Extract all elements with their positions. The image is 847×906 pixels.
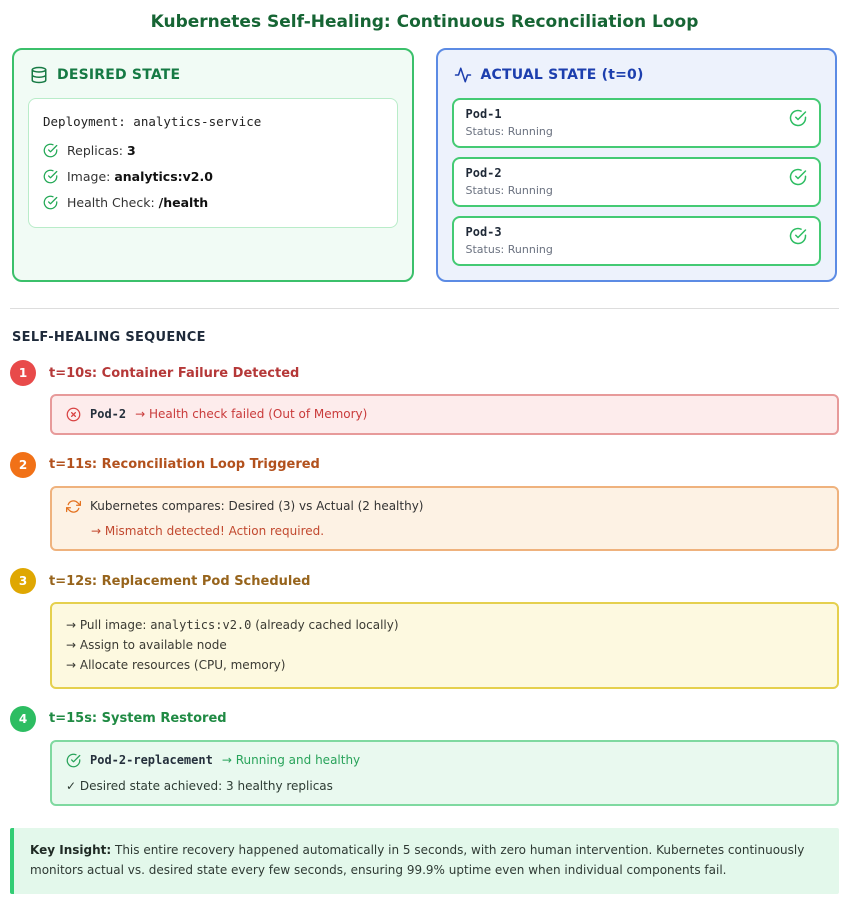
step-3-title: t=12s: Replacement Pod Scheduled [49,573,311,589]
pod-info: Pod-3 Status: Running [466,225,553,256]
step-2-badge: 2 [10,451,36,478]
restored-message: → Running and healthy [221,752,361,767]
step-4-badge: 4 [10,705,36,732]
check-circle-icon [66,753,81,768]
pod-card-3: Pod-3 Status: Running [451,216,821,266]
replacement-pod-name: Pod-2-replacement [90,752,213,767]
mismatch-message: → Mismatch detected! Action required. [91,523,325,538]
actual-state-panel: ACTUAL STATE (t=0) Pod-1 Status: Running… [435,48,837,282]
pod-status: Status: Running [465,184,553,197]
step-3-head: 3 t=12s: Replacement Pod Scheduled [10,568,839,595]
key-insight-label: Key Insight: [30,843,112,858]
sequence-header: SELF-HEALING SEQUENCE [12,330,206,345]
compare-row: Kubernetes compares: Desired (3) vs Actu… [66,498,823,515]
step-2: 2 t=11s: Reconciliation Loop Triggered K… [10,451,839,552]
database-icon [30,66,48,84]
check-circle-icon [43,195,58,210]
desired-state-panel: DESIRED STATE Deployment: analytics-serv… [12,48,414,282]
spec-item-replicas: Replicas: 3 [43,143,383,158]
spec-item-health-check: Health Check: /health [43,195,383,210]
pod-name: Pod-2 [465,166,502,180]
spec-value: /health [158,195,209,210]
actual-state-title: ACTUAL STATE (t=0) [480,67,644,83]
x-circle-icon [66,407,81,422]
check-circle-icon [789,227,807,245]
state-panels: DESIRED STATE Deployment: analytics-serv… [12,48,837,282]
spec-label: Health Check: [67,195,159,210]
step-1-head: 1 t=10s: Container Failure Detected [10,360,839,386]
check-circle-icon [789,168,807,186]
pod-card-2: Pod-2 Status: Running [451,157,821,207]
step-4-head: 4 t=15s: System Restored [10,705,839,732]
desired-state-header: DESIRED STATE [30,66,398,84]
step-3-box: → Pull image: analytics:v2.0 (already ca… [50,602,839,689]
schedule-line-2: → Assign to available node [66,638,227,653]
schedule-line-3: → Allocate resources (CPU, memory) [66,657,286,672]
check-circle-icon [43,169,58,184]
key-insight-text: This entire recovery happened automatica… [30,843,805,878]
step-4-title: t=15s: System Restored [49,711,227,727]
page-title: Kubernetes Self-Healing: Continuous Reco… [150,12,699,32]
compare-text: Kubernetes compares: Desired (3) vs Actu… [90,498,424,513]
spec-label: Replicas: [67,143,127,158]
check-circle-icon [789,109,807,127]
spec-item-image: Image: analytics:v2.0 [43,169,383,184]
refresh-icon [66,499,81,514]
pod-status: Status: Running [465,243,553,256]
spec-text: Replicas: 3 [67,143,136,158]
achieved-line: ✓ Desired state achieved: 3 healthy repl… [66,778,333,793]
pod-name: Pod-1 [465,107,502,121]
step-2-head: 2 t=11s: Reconciliation Loop Triggered [10,451,839,478]
schedule-line-1: → Pull image: analytics:v2.0 (already ca… [66,617,823,634]
pull-image-prefix: → Pull image: [66,618,151,633]
section-divider [10,308,839,309]
spec-text: Image: analytics:v2.0 [67,169,213,184]
failed-pod-name: Pod-2 [90,407,127,421]
step-1-badge: 1 [10,360,36,386]
spec-label: Image: [67,169,115,184]
step-3-badge: 3 [10,568,36,595]
step-2-title: t=11s: Reconciliation Loop Triggered [49,457,320,473]
step-2-box: Kubernetes compares: Desired (3) vs Actu… [50,485,839,552]
spec-value: 3 [126,143,136,158]
deployment-spec-card: Deployment: analytics-service Replicas: … [28,98,398,228]
image-tag: analytics:v2.0 [150,618,252,633]
step-1-title: t=10s: Container Failure Detected [49,365,300,381]
key-insight-box: Key Insight: This entire recovery happen… [10,828,839,894]
pod-info: Pod-2 Status: Running [466,166,553,197]
restored-row: Pod-2-replacement → Running and healthy [66,752,823,769]
step-4: 4 t=15s: System Restored Pod-2-replaceme… [10,705,839,807]
step-1: 1 t=10s: Container Failure Detected Pod-… [10,360,839,435]
step-3: 3 t=12s: Replacement Pod Scheduled → Pul… [10,568,839,689]
pod-status: Status: Running [465,125,553,138]
failure-row: Pod-2 → Health check failed (Out of Memo… [66,406,823,423]
desired-state-title: DESIRED STATE [57,67,181,83]
pull-image-suffix: (already cached locally) [251,618,399,633]
step-1-box: Pod-2 → Health check failed (Out of Memo… [50,394,839,435]
pod-card-1: Pod-1 Status: Running [451,98,821,148]
spec-text: Health Check: /health [67,195,208,210]
pod-info: Pod-1 Status: Running [466,107,553,138]
step-4-box: Pod-2-replacement → Running and healthy … [50,739,839,807]
pod-name: Pod-3 [465,225,502,239]
activity-icon [454,66,472,84]
deployment-name: Deployment: analytics-service [43,114,262,129]
actual-state-header: ACTUAL STATE (t=0) [454,66,822,84]
failure-message: → Health check failed (Out of Memory) [135,407,368,421]
spec-value: analytics:v2.0 [114,169,213,184]
check-circle-icon [43,143,58,158]
